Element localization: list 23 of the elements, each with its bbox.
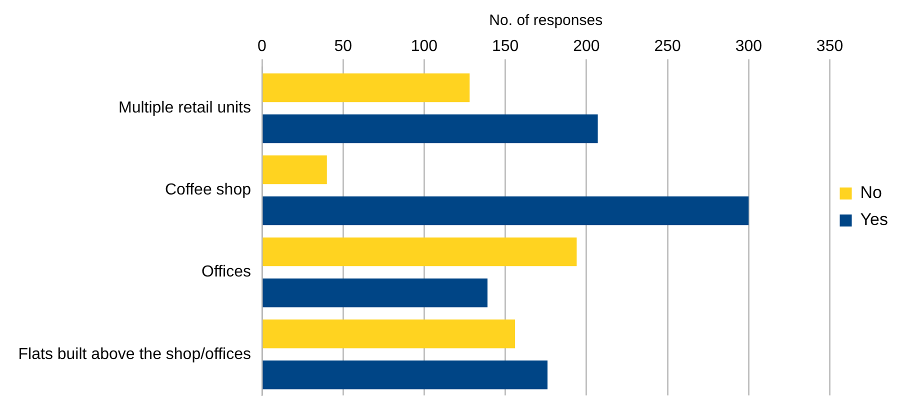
y-tick-label: Flats built above the shop/offices: [18, 346, 251, 363]
legend-label: Yes: [860, 210, 888, 230]
x-tick-label: 200: [573, 38, 600, 56]
bar: [262, 196, 749, 226]
x-tick-label: 350: [816, 38, 844, 56]
x-tick-label: 250: [654, 38, 681, 56]
x-tick-label: 100: [410, 38, 438, 56]
y-tick-label: Multiple retail units: [118, 100, 251, 117]
x-tick-label: 0: [258, 38, 267, 56]
bar: [262, 278, 488, 308]
bar: [262, 114, 598, 144]
x-tick-label: 50: [334, 38, 352, 56]
bar: [262, 320, 516, 348]
y-tick-label: Coffee shop: [165, 182, 252, 199]
x-tick-label: 300: [735, 38, 762, 56]
bar: [262, 237, 577, 266]
bar: [262, 73, 470, 102]
bar: [262, 155, 327, 184]
x-axis-title: No. of responses: [489, 12, 603, 30]
y-tick-label: Offices: [202, 264, 251, 281]
bar: [262, 360, 548, 390]
legend-label: No: [860, 183, 882, 202]
x-tick-label: 150: [492, 38, 519, 56]
